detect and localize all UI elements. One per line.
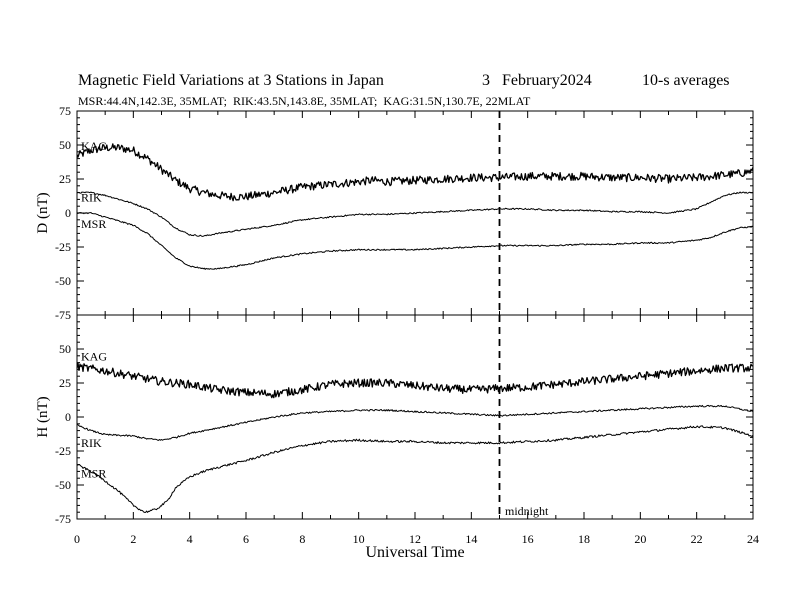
station-info: MSR:44.4N,142.3E, 35MLAT; RIK:43.5N,143.… <box>78 94 531 108</box>
panel-d-ytick-label: 0 <box>65 206 71 220</box>
series-label-rik-h: RIK <box>81 436 102 450</box>
chart-title: Magnetic Field Variations at 3 Stations … <box>78 72 384 89</box>
x-axis-label: Universal Time <box>365 544 464 561</box>
series-line-msr-d <box>76 211 754 270</box>
x-tick-label: 6 <box>243 532 249 546</box>
panel-d-ytick-label: -25 <box>55 240 71 254</box>
series-line-kag-d <box>76 143 754 202</box>
series-label-msr-d: MSR <box>81 217 106 231</box>
x-tick-label: 8 <box>299 532 305 546</box>
x-tick-label: 22 <box>691 532 703 546</box>
chart-date-month-year: February2024 <box>502 72 592 89</box>
panel-d-ylabel: D (nT) <box>35 192 51 233</box>
x-tick-label: 18 <box>578 532 590 546</box>
x-tick-label: 24 <box>747 532 759 546</box>
panel-h-ytick-label: -75 <box>55 512 71 526</box>
x-tick-label: 2 <box>130 532 136 546</box>
series-label-kag-h: KAG <box>81 350 107 364</box>
x-tick-label: 4 <box>187 532 193 546</box>
panel-d-ytick-label: 50 <box>59 138 71 152</box>
panel-d-ytick-label: 25 <box>59 172 71 186</box>
series-line-rik-d <box>76 191 754 237</box>
series-line-rik-h <box>76 404 754 441</box>
x-tick-label: 0 <box>74 532 80 546</box>
x-tick-label: 16 <box>522 532 534 546</box>
x-tick-label: 12 <box>409 532 421 546</box>
panel-d-ytick-label: -75 <box>55 308 71 322</box>
series-line-msr-h <box>76 425 754 513</box>
panel-h-ytick-label: 25 <box>59 376 71 390</box>
panel-h-ytick-label: 0 <box>65 410 71 424</box>
series-label-kag-d: KAG <box>81 139 107 153</box>
midnight-label: midnight <box>505 504 549 518</box>
panel-h-ytick-label: -25 <box>55 444 71 458</box>
chart-date-day: 3 <box>482 72 490 89</box>
panel-h-frame <box>76 314 754 520</box>
panel-h-ytick-label: -50 <box>55 478 71 492</box>
series-label-msr-h: MSR <box>81 467 106 481</box>
panel-h-ytick-label: 50 <box>59 342 71 356</box>
series-line-kag-h <box>76 362 754 399</box>
chart-date: 3 February2024 <box>482 72 592 90</box>
x-tick-label: 14 <box>465 532 477 546</box>
chart-averaging: 10-s averages <box>642 72 730 89</box>
panel-d-ytick-label: 75 <box>59 104 71 118</box>
x-tick-label: 20 <box>634 532 646 546</box>
panel-h-ylabel: H (nT) <box>35 396 51 437</box>
series-label-rik-d: RIK <box>81 191 102 205</box>
x-tick-label: 10 <box>353 532 365 546</box>
panel-d-ytick-label: -50 <box>55 274 71 288</box>
